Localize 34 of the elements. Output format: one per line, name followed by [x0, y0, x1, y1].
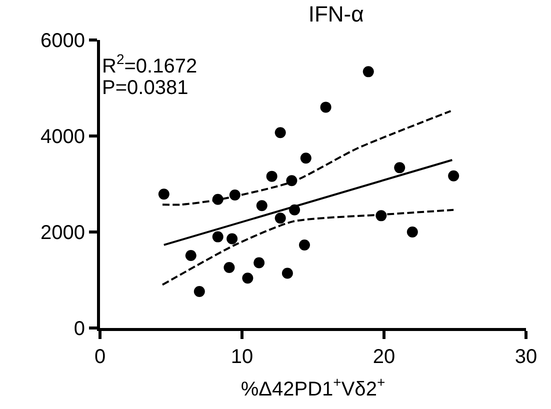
point	[320, 102, 332, 113]
point	[226, 233, 238, 244]
y-tick-label: 6000	[40, 30, 85, 52]
line-series	[161, 110, 452, 206]
point	[274, 212, 286, 224]
point	[282, 268, 293, 279]
x-tick-label: 20	[372, 346, 396, 368]
point	[394, 162, 406, 174]
x-tick-label: 0	[94, 346, 106, 368]
point	[448, 170, 460, 182]
point	[254, 257, 265, 268]
point	[158, 188, 170, 200]
x-axis-title: %Δ42PD1$^{+}$Vδ2$^{+}$	[240, 374, 386, 400]
y-tick-label: 0	[74, 318, 85, 340]
point	[256, 200, 268, 212]
point	[406, 226, 418, 238]
point	[224, 262, 235, 274]
y-tick-label: 4000	[40, 126, 85, 148]
annotation: P=0.0381	[102, 77, 188, 99]
point	[274, 127, 286, 138]
line-series	[161, 208, 455, 286]
annotation: R$^{2}$=0.1672	[102, 51, 198, 78]
x-tick-label: 10	[230, 346, 254, 368]
point	[242, 272, 254, 284]
point	[266, 170, 278, 182]
point	[300, 152, 312, 164]
x-tick-label: 30	[514, 346, 538, 368]
y-tick-label: 2000	[40, 222, 85, 244]
chart-title: IFN-α	[308, 2, 364, 27]
point	[185, 250, 196, 262]
point	[298, 239, 310, 250]
point	[194, 286, 205, 298]
point	[362, 66, 374, 78]
point	[212, 231, 224, 242]
